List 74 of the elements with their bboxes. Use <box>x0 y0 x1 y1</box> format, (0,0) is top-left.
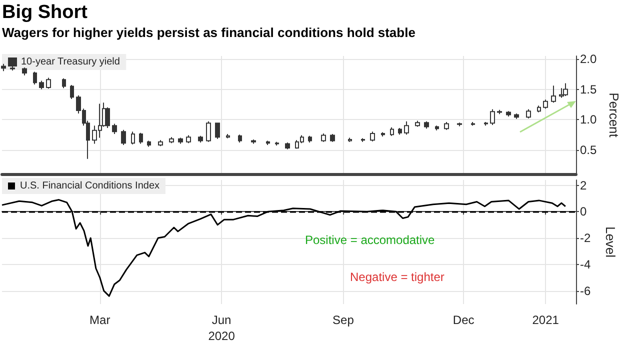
candlestick <box>1 63 6 72</box>
y-tick-label: 2 <box>580 178 587 192</box>
candlestick <box>266 140 270 146</box>
candlestick <box>537 105 541 113</box>
candlestick <box>551 85 556 104</box>
candlestick <box>186 134 191 144</box>
candlestick <box>563 82 568 96</box>
candlestick <box>46 77 51 90</box>
y-axis-title: Percent <box>606 92 620 138</box>
x-tick-label: Sep <box>332 313 354 327</box>
candlestick <box>330 134 335 142</box>
candlestick <box>39 80 44 90</box>
candlestick <box>275 141 279 146</box>
candlestick <box>70 84 74 100</box>
candlestick <box>543 99 548 110</box>
y-tick-label: -2 <box>580 231 591 246</box>
candlestick <box>251 139 256 144</box>
candlestick <box>33 71 37 85</box>
candlestick <box>424 120 429 130</box>
y-tick-label: 1.0 <box>580 112 598 127</box>
x-tick-label: Dec <box>452 313 474 327</box>
x-tick-label: Mar <box>90 313 110 327</box>
y-tick-label: -4 <box>580 257 591 272</box>
candlestick <box>490 108 495 126</box>
annotation: Negative = tighter <box>350 270 444 284</box>
candlestick <box>106 106 110 129</box>
candlestick <box>526 108 531 119</box>
candlestick <box>215 122 220 140</box>
candlestick <box>206 120 211 142</box>
candlestick <box>285 142 290 150</box>
candlestick <box>390 126 394 136</box>
candlestick <box>121 129 126 146</box>
candlestick <box>112 123 117 135</box>
candlestick <box>506 110 511 118</box>
y-tick-label: 1.5 <box>580 82 598 96</box>
y-tick-label: 0.5 <box>580 142 598 157</box>
candlestick <box>139 132 143 144</box>
x-tick-label: 2021 <box>532 313 560 327</box>
y-tick-label: 2.0 <box>580 52 598 66</box>
candlestick <box>238 134 242 144</box>
candlestick <box>415 120 420 128</box>
chart-subtitle: Wagers for higher yields persist as financial conditions hold stable <box>2 24 416 42</box>
candlestick <box>348 137 352 142</box>
candlestick <box>514 112 519 120</box>
candlestick <box>131 131 135 145</box>
candlestick <box>62 78 66 89</box>
legend-label: 10-year Treasury yield <box>21 56 120 68</box>
candlestick <box>226 134 230 139</box>
candlestick <box>308 135 312 144</box>
candlestick <box>178 137 183 144</box>
candlestick <box>361 138 365 142</box>
y-tick-label: -6 <box>580 284 591 298</box>
candlestick <box>435 125 439 131</box>
candlestick <box>158 140 163 147</box>
y-tick-label: 0 <box>580 204 587 219</box>
legend-label: U.S. Financial Conditions Index <box>20 180 160 192</box>
annotation: Positive = accomodative <box>305 233 436 247</box>
candlestick <box>404 120 409 136</box>
candlestick <box>321 132 326 142</box>
candlestick <box>484 121 488 126</box>
candlestick <box>169 136 174 144</box>
y-axis-title: Level <box>603 226 618 258</box>
candlestick <box>444 121 449 130</box>
candlestick <box>398 128 402 136</box>
chart-title: Big Short <box>2 1 88 24</box>
x-tick-label: Jun 2020 <box>208 313 236 343</box>
candlestick <box>471 121 475 126</box>
candlestick <box>381 132 385 137</box>
candlestick <box>147 140 151 148</box>
candlestick <box>497 109 502 115</box>
candlestick <box>198 135 203 144</box>
candlestick <box>22 66 27 76</box>
candlestick <box>457 122 462 127</box>
candlestick <box>370 131 375 142</box>
